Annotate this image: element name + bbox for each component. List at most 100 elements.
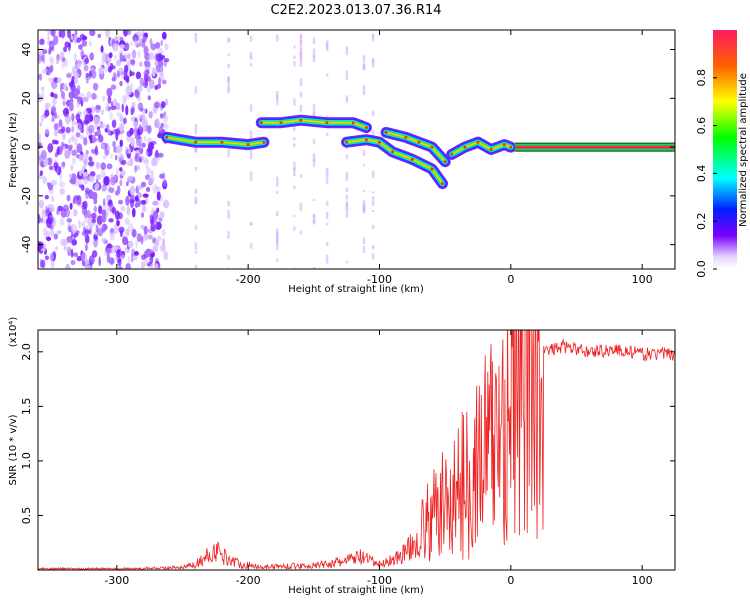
streak-segment	[345, 194, 349, 200]
noise-blob	[124, 217, 130, 225]
noise-blob	[130, 200, 134, 208]
streak-segment	[249, 243, 253, 249]
noise-blob	[78, 219, 81, 229]
noise-blob	[88, 213, 92, 219]
noise-blob	[88, 124, 95, 134]
streak-segment	[194, 188, 198, 194]
streak-segment	[227, 210, 230, 220]
noise-blob	[70, 164, 74, 171]
noise-blob	[106, 87, 113, 97]
noise-blob	[111, 76, 116, 82]
noise-blob	[67, 30, 72, 39]
noise-blob	[50, 58, 54, 66]
noise-blob	[114, 54, 117, 60]
noise-blob	[141, 254, 147, 260]
trace-descending-hotspot	[364, 138, 368, 142]
noise-blob	[57, 77, 62, 84]
streak-segment	[276, 268, 279, 269]
y-tick-label: 0	[20, 144, 33, 151]
noise-blob	[44, 195, 49, 200]
noise-blob	[49, 206, 55, 212]
noise-blob	[106, 253, 111, 264]
noise-blob	[155, 240, 160, 247]
noise-blob	[53, 35, 59, 46]
noise-blob	[155, 149, 159, 159]
streak-segment	[299, 91, 303, 95]
y-tick-label: 1.0	[20, 452, 33, 470]
streak-segment	[312, 48, 316, 58]
streak-segment	[371, 224, 375, 229]
y-tick-label: -40	[20, 236, 33, 254]
streak-segment	[345, 200, 349, 210]
streak-segment	[299, 78, 303, 87]
trace-descending-hotspot	[410, 157, 414, 161]
streak-segment	[293, 61, 296, 67]
noise-blob	[149, 214, 153, 221]
spectrogram-frame	[37, 29, 676, 270]
noise-blob	[124, 42, 130, 51]
noise-blob	[48, 165, 54, 171]
streak-segment	[293, 267, 296, 269]
streak-segment	[371, 110, 375, 117]
noise-blob	[112, 43, 119, 52]
noise-blob	[101, 237, 107, 243]
streak-segment	[227, 148, 230, 157]
noise-blob	[141, 204, 147, 213]
noise-blob	[91, 92, 97, 100]
colorbar-tick-label: 0.8	[695, 69, 708, 87]
noise-blob	[100, 109, 105, 115]
noise-blob	[53, 162, 59, 169]
noise-blob	[48, 77, 52, 83]
noise-blob	[83, 226, 87, 237]
streak-segment	[312, 55, 316, 63]
noise-blob	[147, 95, 151, 101]
noise-blob	[50, 179, 58, 186]
noise-blob	[140, 181, 147, 188]
noise-blob	[143, 81, 149, 89]
noise-blob	[53, 123, 59, 131]
noise-blob	[46, 216, 53, 225]
streak-segment	[293, 143, 296, 147]
noise-blob	[38, 241, 42, 252]
noise-blob	[70, 259, 76, 266]
noise-blob	[83, 96, 89, 103]
streak-segment	[249, 152, 253, 160]
noise-blob	[85, 243, 88, 252]
noise-blob	[125, 263, 131, 269]
streak-segment	[293, 45, 296, 49]
noise-blob	[129, 71, 135, 76]
noise-blob	[146, 86, 151, 93]
noise-blob	[130, 137, 135, 147]
trace-branch-hotspot	[404, 135, 408, 139]
streak-segment	[293, 214, 296, 217]
streak-segment	[371, 58, 375, 68]
noise-blob	[128, 147, 131, 155]
noise-blob	[119, 179, 123, 187]
noise-blob	[149, 38, 153, 46]
streak-segment	[293, 137, 296, 141]
streak-segment	[325, 254, 329, 261]
noise-blob	[53, 233, 58, 240]
noise-blob	[60, 51, 64, 59]
noise-blob	[83, 177, 89, 185]
streak-segment	[299, 40, 303, 50]
noise-blob	[38, 73, 43, 81]
streak-segment	[276, 211, 279, 217]
noise-blob	[162, 179, 167, 187]
noise-blob	[98, 224, 104, 229]
noise-blob	[78, 44, 83, 50]
noise-blob	[107, 145, 110, 151]
streak-segment	[325, 259, 329, 264]
noise-blob	[81, 221, 85, 228]
streak-segment	[249, 35, 253, 42]
noise-blob	[97, 228, 103, 237]
noise-blob	[141, 142, 146, 148]
noise-blob	[80, 184, 85, 191]
noise-blob	[146, 187, 151, 192]
streak-segment	[194, 224, 198, 230]
streak-segment	[362, 245, 366, 253]
streak-segment	[249, 52, 253, 60]
noise-blob	[58, 121, 63, 129]
streak-segment	[194, 86, 198, 94]
streak-segment	[299, 230, 303, 235]
